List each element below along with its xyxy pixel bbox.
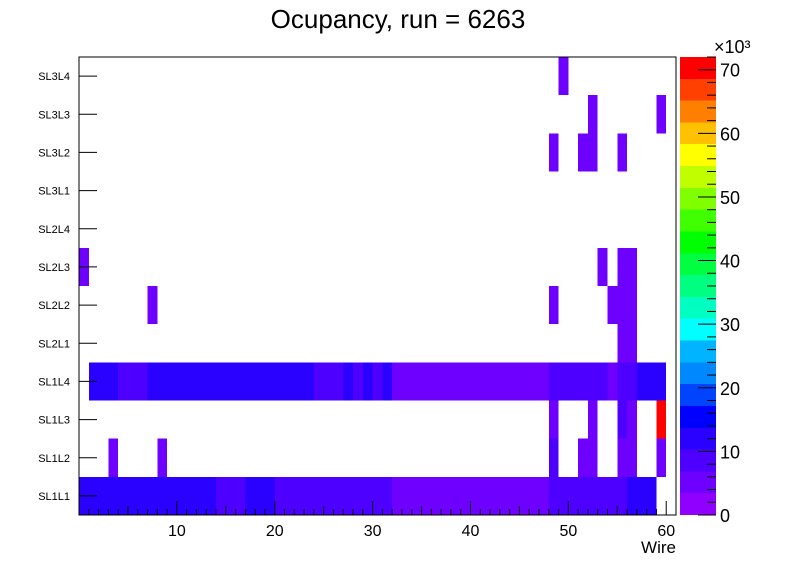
color-scale <box>680 57 716 515</box>
y-tick-label: SL3L1 <box>38 186 70 198</box>
heatmap-cell <box>587 400 598 439</box>
z-tick-label: 50 <box>720 188 740 208</box>
z-axis: 0 10 20 30 40 50 60 70 <box>698 56 740 526</box>
heatmap-cell <box>636 362 667 401</box>
y-tick-label: SL3L2 <box>38 147 70 159</box>
color-scale-band <box>680 405 716 428</box>
heatmap-cell <box>118 362 148 401</box>
z-tick-label: 70 <box>720 61 740 81</box>
heatmap-cell <box>578 133 598 172</box>
heatmap-cell <box>617 400 628 439</box>
color-scale-band <box>680 100 716 123</box>
y-tick-label: SL1L2 <box>38 453 70 465</box>
color-scale-band <box>680 275 716 297</box>
heatmap-cell <box>108 438 119 477</box>
color-scale-band <box>680 362 716 385</box>
z-tick-label: 0 <box>720 506 730 526</box>
x-tick-label: 50 <box>559 523 577 540</box>
heatmap-cell <box>79 476 217 515</box>
heatmap-cell <box>617 362 637 401</box>
color-scale-band <box>680 493 716 515</box>
heatmap-cell <box>548 286 559 325</box>
z-axis-multiplier: ×10³ <box>714 37 751 57</box>
x-tick-label: 20 <box>266 523 284 540</box>
color-scale-band <box>680 340 716 363</box>
x-tick-label: 10 <box>168 523 186 540</box>
heatmap-cell <box>597 247 608 286</box>
heatmap-cell <box>617 247 637 286</box>
heatmap-cell <box>548 362 608 401</box>
y-tick-label: SL1L3 <box>38 415 70 427</box>
heatmap-cell <box>548 133 559 172</box>
x-axis-label: Wire <box>641 538 676 557</box>
heatmap-cell <box>245 476 275 515</box>
color-scale-band <box>680 427 716 450</box>
z-tick-label: 40 <box>720 252 740 272</box>
heatmap-cells <box>79 57 667 515</box>
y-tick-label: SL2L1 <box>38 338 70 350</box>
z-tick-label: 10 <box>720 442 740 462</box>
plot-frame <box>78 56 677 516</box>
heatmap-cell <box>627 476 657 515</box>
heatmap-cell <box>372 362 383 401</box>
color-scale-band <box>680 187 716 210</box>
y-tick-label: SL1L1 <box>38 491 70 503</box>
heatmap-cell <box>656 400 667 439</box>
heatmap-cell <box>627 400 637 439</box>
heatmap-cell <box>548 400 559 439</box>
color-scale-band <box>680 253 716 276</box>
heatmap-cell <box>607 286 637 325</box>
y-tick-label: SL2L3 <box>38 262 70 274</box>
heatmap-cell <box>353 362 363 401</box>
heatmap-cell <box>578 438 598 477</box>
x-tick-label: 40 <box>462 523 480 540</box>
x-axis: 10 20 30 40 50 60 <box>88 501 675 540</box>
heatmap-cell <box>392 362 549 401</box>
heatmap-cell <box>343 362 354 401</box>
heatmap-cell <box>617 133 628 172</box>
z-tick-label: 20 <box>720 379 740 399</box>
color-scale-band <box>680 144 716 167</box>
heatmap-cell <box>587 95 598 134</box>
y-tick-label: SL3L3 <box>38 109 70 121</box>
x-tick-label: 30 <box>364 523 382 540</box>
color-scale-band <box>680 209 716 232</box>
y-tick-label: SL2L4 <box>38 224 70 236</box>
chart-title: Ocupancy, run = 6263 <box>271 4 526 34</box>
color-scale-band <box>680 57 716 79</box>
heatmap-cell <box>548 438 559 477</box>
heatmap-cell <box>147 286 158 325</box>
heatmap-cell <box>558 57 569 96</box>
x-tick-label: 60 <box>657 523 675 540</box>
heatmap-cell <box>157 438 168 477</box>
z-tick-label: 60 <box>720 124 740 144</box>
y-tick-label: SL2L2 <box>38 300 70 312</box>
heatmap-cell <box>656 438 667 477</box>
z-tick-label: 30 <box>720 315 740 335</box>
y-tick-label: SL3L4 <box>38 71 70 83</box>
heatmap-cell <box>617 324 637 363</box>
heatmap-cell <box>362 362 373 401</box>
color-scale-band <box>680 296 716 319</box>
heatmap-cell <box>617 438 637 477</box>
color-scale-band <box>680 449 716 472</box>
y-axis: SL1L1 SL1L2 SL1L3 SL1L4 SL2L1 SL2L2 SL2L3 SL2L4… <box>38 71 97 503</box>
heatmap-cell <box>548 476 628 515</box>
heatmap-cell <box>656 95 667 134</box>
y-tick-label: SL1L4 <box>38 376 70 388</box>
heatmap-cell <box>382 362 393 401</box>
heatmap-cell <box>607 362 618 401</box>
heatmap-cell <box>147 362 314 401</box>
heatmap-cell <box>313 362 344 401</box>
heatmap-cell <box>216 476 246 515</box>
